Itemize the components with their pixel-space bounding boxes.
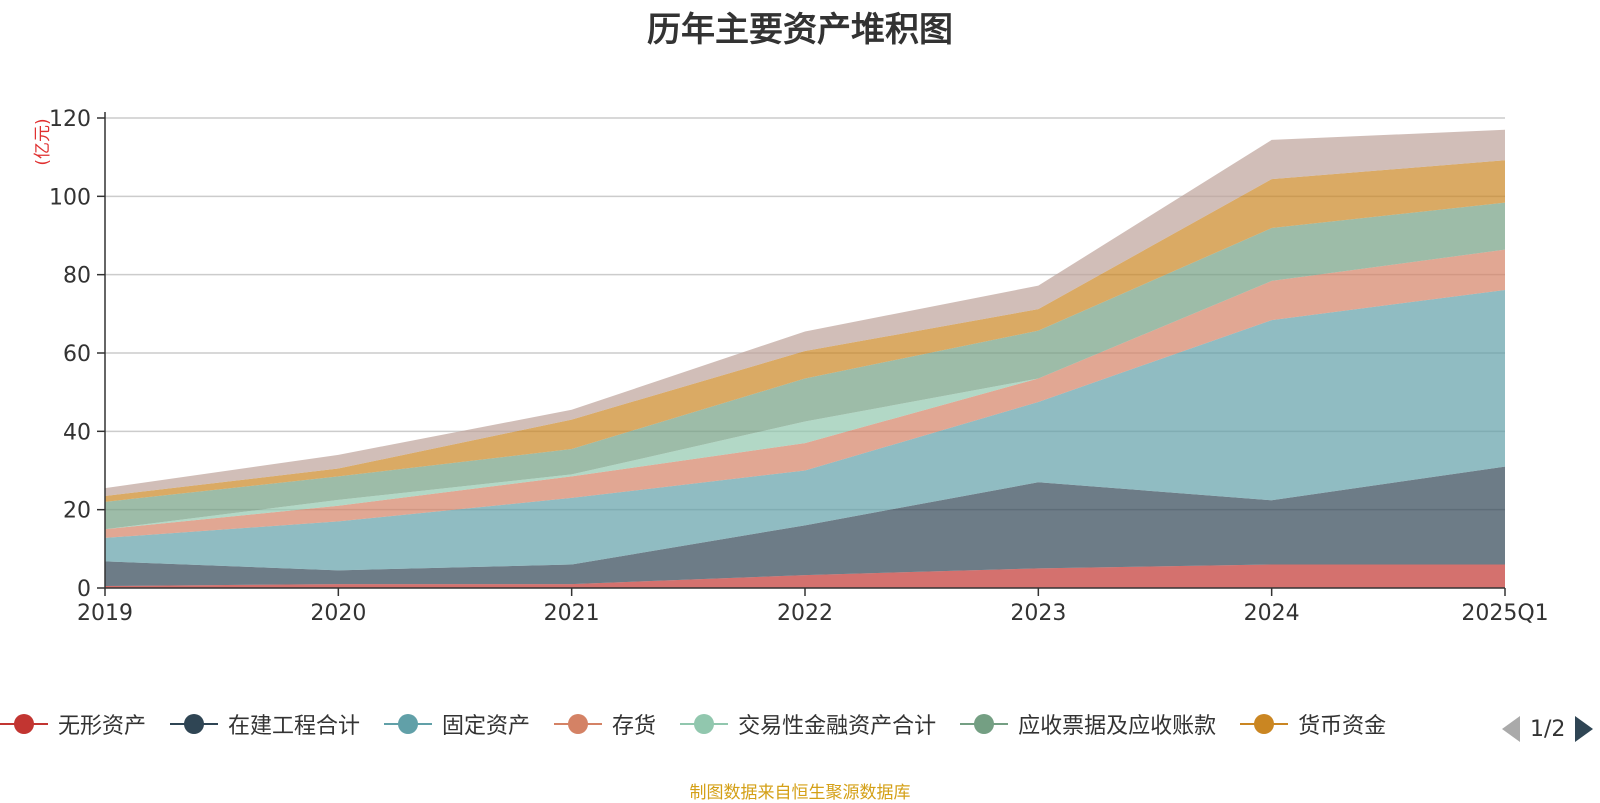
area-series-5[interactable]: 应收票据及应收账款: [105, 202, 1505, 530]
legend: 无形资产 在建工程合计 固定资产 存货 交易性金融资产合计 应收票据及应收账款 货币资金: [0, 706, 1600, 742]
y-tick-label: 120: [49, 107, 91, 132]
x-tick-label: 2022: [777, 601, 833, 626]
area-series-0[interactable]: 无形资产: [105, 564, 1505, 589]
area-series-3[interactable]: 存货: [105, 249, 1505, 538]
legend-label: 交易性金融资产合计: [738, 714, 937, 739]
legend-item-6[interactable]: 货币资金: [1240, 708, 1386, 740]
area-series-2[interactable]: 固定资产: [105, 289, 1505, 571]
legend-item-5[interactable]: 应收票据及应收账款: [960, 708, 1216, 740]
legend-item-3[interactable]: 存货: [554, 708, 656, 740]
legend-item-0[interactable]: 无形资产: [0, 708, 146, 740]
legend-marker-icon: [554, 714, 603, 734]
legend-next-page-icon[interactable]: [1573, 714, 1595, 744]
stacked-area-chart: 无形资产在建工程合计固定资产存货交易性金融资产合计应收票据及应收账款货币资金其他…: [33, 107, 1549, 626]
legend-label: 存货: [612, 714, 657, 739]
legend-marker-icon: [384, 714, 433, 734]
legend-label: 应收票据及应收账款: [1018, 714, 1217, 739]
x-tick-label: 2020: [310, 601, 366, 626]
legend-label: 固定资产: [442, 714, 531, 739]
x-tick-label: 2019: [77, 601, 133, 626]
y-axis-unit-label: (亿元): [33, 118, 53, 165]
legend-marker-icon: [680, 714, 729, 734]
x-tick-label: 2025Q1: [1461, 601, 1548, 626]
legend-prev-page-icon[interactable]: [1500, 714, 1522, 744]
y-tick-label: 60: [63, 342, 91, 367]
axes: 0 20 40 60 80 100 120 2019 2020 2021 2022 2023 2024 2…: [49, 107, 1549, 626]
legend-marker-icon: [960, 714, 1009, 734]
x-tick-label: 2021: [544, 601, 600, 626]
legend-item-1[interactable]: 在建工程合计: [170, 708, 360, 740]
legend-marker-icon: [1240, 714, 1289, 734]
legend-marker-icon: [0, 714, 48, 734]
source-note: 制图数据来自恒生聚源数据库: [689, 783, 911, 803]
y-tick-label: 20: [63, 499, 91, 524]
y-tick-label: 40: [63, 420, 91, 445]
legend-item-4[interactable]: 交易性金融资产合计: [680, 708, 936, 740]
x-tick-label: 2024: [1244, 601, 1300, 626]
legend-label: 无形资产: [58, 714, 147, 739]
area-series-7[interactable]: 其他: [105, 129, 1505, 496]
legend-label: 货币资金: [1298, 714, 1387, 739]
y-tick-label: 80: [63, 264, 91, 289]
area-series-layer: 无形资产在建工程合计固定资产存货交易性金融资产合计应收票据及应收账款货币资金其他: [105, 129, 1505, 589]
area-series-6[interactable]: 货币资金: [105, 160, 1505, 502]
y-tick-label: 100: [49, 185, 91, 210]
x-tick-label: 2023: [1010, 601, 1066, 626]
legend-page-indicator: 1/2: [1530, 716, 1566, 742]
area-series-1[interactable]: 在建工程合计: [105, 466, 1505, 587]
legend-item-2[interactable]: 固定资产: [384, 708, 530, 740]
legend-fade: [1455, 706, 1495, 742]
legend-label: 在建工程合计: [228, 714, 361, 739]
legend-marker-icon: [170, 714, 219, 734]
chart-title: 历年主要资产堆积图: [647, 10, 953, 50]
y-tick-label: 0: [77, 577, 91, 602]
legend-pager: 1/2: [1500, 714, 1595, 744]
